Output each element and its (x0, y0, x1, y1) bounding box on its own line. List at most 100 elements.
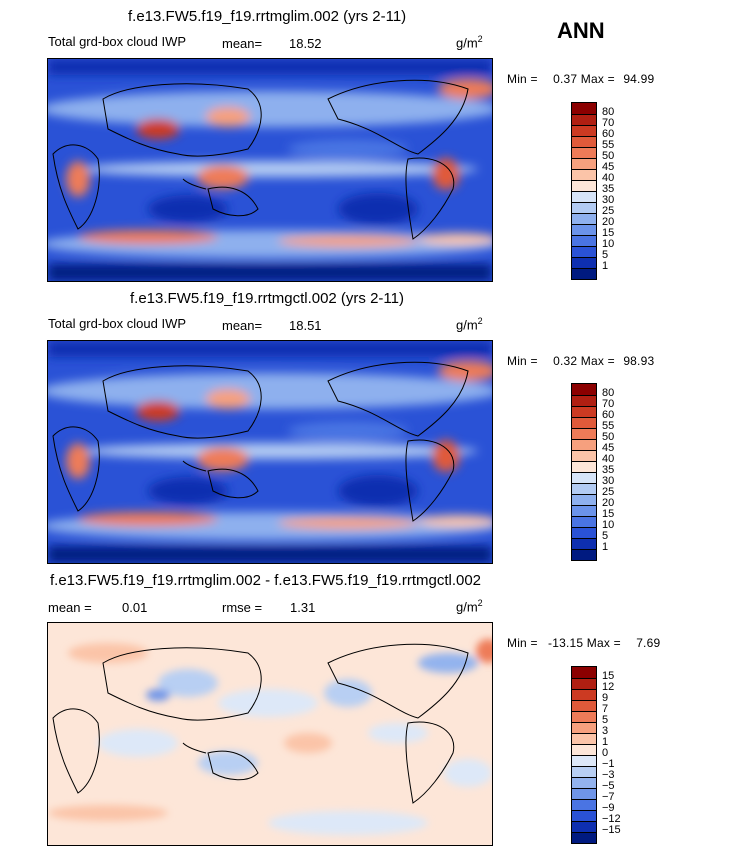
colorbar-swatch (572, 711, 596, 722)
colorbar-swatch (572, 832, 596, 843)
colorbar-level-label: 70 (602, 117, 615, 129)
colorbar-level-label: −5 (602, 780, 615, 792)
colorbar-level-label: 3 (602, 725, 609, 737)
panel3-map (47, 622, 493, 846)
colorbar-swatch (572, 472, 596, 483)
colorbar-swatch (572, 439, 596, 450)
colorbar-level-label: 10 (602, 519, 615, 531)
panel3-units: g/m2 (456, 598, 483, 614)
panel2-mean-value: 18.51 (289, 318, 322, 333)
colorbar-swatch (572, 202, 596, 213)
panel2-field-blobs (48, 341, 492, 563)
panel1-map-svg (48, 59, 492, 281)
panel3-min-value: -13.15 (548, 636, 584, 650)
colorbar-level-label: 0 (602, 747, 609, 759)
colorbar-swatch (572, 538, 596, 549)
colorbar-level-label: 15 (602, 227, 615, 239)
colorbar-swatch (572, 428, 596, 439)
colorbar-level-label: 5 (602, 714, 609, 726)
panel3-mean-value: 0.01 (122, 600, 148, 615)
colorbar-level-label: 30 (602, 194, 615, 206)
colorbar-swatch (572, 799, 596, 810)
colorbar-level-label: 50 (602, 150, 615, 162)
colorbar-level-label: 20 (602, 216, 615, 228)
panel1-units: g/m2 (456, 34, 483, 50)
panel2-minmax: Min = 0.32 Max = 98.93 (507, 354, 654, 368)
colorbar-swatch (572, 777, 596, 788)
panel3-mean-label: mean = (48, 600, 92, 615)
colorbar-level-label: 45 (602, 442, 615, 454)
panel3-min-label: Min = (507, 636, 538, 650)
colorbar-level-label: 35 (602, 464, 615, 476)
panel3-field-blobs (48, 639, 492, 835)
panel2-units: g/m2 (456, 316, 483, 332)
colorbar-swatch (572, 103, 596, 114)
colorbar-swatch (572, 788, 596, 799)
panel2-units-exp: 2 (477, 316, 483, 326)
panel1-field-blobs (48, 59, 492, 281)
colorbar-level-label: 25 (602, 486, 615, 498)
panel2-max-label: Max = (580, 354, 615, 368)
panel2-map-svg (48, 341, 492, 563)
colorbar-level-label: 55 (602, 139, 615, 151)
colorbar-swatch (572, 722, 596, 733)
colorbar-swatch (572, 235, 596, 246)
panel2-coastlines (52, 361, 469, 522)
panel3-minmax: Min = -13.15 Max = 7.69 (507, 636, 660, 650)
colorbar-swatch (572, 667, 596, 678)
panel2-min-value: 0.32 (553, 354, 578, 368)
panel3-coastlines (52, 643, 469, 804)
colorbar-level-label: 60 (602, 128, 615, 140)
colorbar-swatch (572, 549, 596, 560)
colorbar-level-label: −3 (602, 769, 615, 781)
colorbar-level-label: 1 (602, 541, 609, 553)
colorbar-level-label: 60 (602, 409, 615, 421)
panel2-max-value: 98.93 (623, 354, 655, 368)
panel2-title: f.e13.FW5.f19_f19.rrtmgctl.002 (yrs 2-11… (130, 290, 404, 307)
panel1-colorbar (571, 102, 597, 280)
colorbar-swatch (572, 406, 596, 417)
colorbar-swatch (572, 678, 596, 689)
colorbar-swatch (572, 494, 596, 505)
colorbar-level-label: 5 (602, 249, 609, 261)
panel1-map (47, 58, 493, 282)
colorbar-swatch (572, 450, 596, 461)
colorbar-swatch (572, 461, 596, 472)
colorbar-level-label: 40 (602, 453, 615, 465)
panel2-map (47, 340, 493, 564)
colorbar-level-label: −15 (602, 824, 621, 836)
colorbar-swatch (572, 169, 596, 180)
colorbar-level-label: 30 (602, 475, 615, 487)
panel1-title: f.e13.FW5.f19_f19.rrtmglim.002 (yrs 2-11… (128, 8, 407, 25)
colorbar-swatch (572, 136, 596, 147)
colorbar-swatch (572, 516, 596, 527)
colorbar-swatch (572, 257, 596, 268)
panel1-units-exp: 2 (477, 34, 483, 44)
colorbar-level-label: 80 (602, 106, 615, 118)
panel3-max-label: Max = (586, 636, 621, 650)
panel1-minmax: Min = 0.37 Max = 94.99 (507, 72, 654, 86)
colorbar-swatch (572, 114, 596, 125)
colorbar-swatch (572, 755, 596, 766)
season-label: ANN (557, 18, 605, 43)
colorbar-level-label: 70 (602, 398, 615, 410)
panel1-units-base: g/m (456, 35, 478, 51)
colorbar-swatch (572, 417, 596, 428)
colorbar-level-label: 25 (602, 205, 615, 217)
panel3-rmse-value: 1.31 (290, 600, 316, 615)
colorbar-swatch (572, 733, 596, 744)
panel3-title: f.e13.FW5.f19_f19.rrtmglim.002 - f.e13.F… (50, 572, 482, 589)
colorbar-level-label: 40 (602, 172, 615, 184)
colorbar-level-label: 15 (602, 508, 615, 520)
panel1-coastlines (52, 79, 469, 240)
colorbar-swatch (572, 395, 596, 406)
panel2-min-label: Min = (507, 354, 538, 368)
panel2-colorbar (571, 383, 597, 561)
colorbar-level-label: −9 (602, 802, 615, 814)
panel1-mean-value: 18.52 (289, 36, 322, 51)
colorbar-swatch (572, 505, 596, 516)
colorbar-swatch (572, 766, 596, 777)
colorbar-swatch (572, 213, 596, 224)
panel2-mean-label: mean= (222, 318, 263, 333)
colorbar-level-label: 1 (602, 260, 609, 272)
